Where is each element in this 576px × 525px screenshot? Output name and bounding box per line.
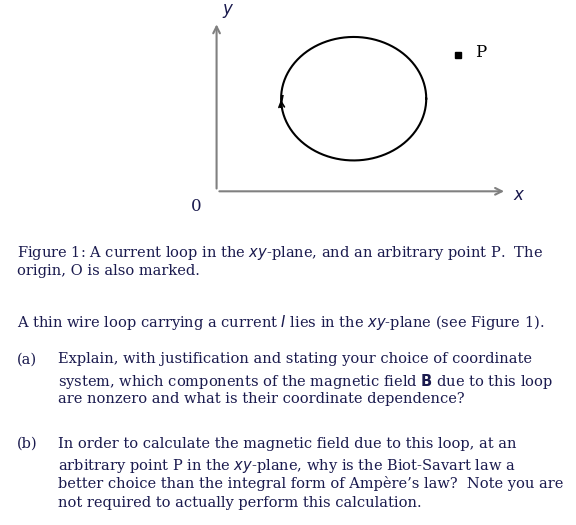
- Text: P: P: [475, 44, 486, 61]
- Text: origin, O is also marked.: origin, O is also marked.: [17, 264, 200, 278]
- Text: are nonzero and what is their coordinate dependence?: are nonzero and what is their coordinate…: [58, 392, 464, 406]
- Text: $y$: $y$: [222, 2, 235, 19]
- Text: system, which components of the magnetic field $\mathbf{B}$ due to this loop: system, which components of the magnetic…: [58, 372, 552, 391]
- Text: (a): (a): [17, 352, 37, 366]
- Text: A thin wire loop carrying a current $I$ lies in the $xy$-plane (see Figure 1).: A thin wire loop carrying a current $I$ …: [17, 313, 545, 332]
- Text: arbitrary point P in the $xy$-plane, why is the Biot-Savart law a: arbitrary point P in the $xy$-plane, why…: [58, 457, 516, 475]
- Text: (b): (b): [17, 437, 38, 451]
- Text: better choice than the integral form of Ampère’s law?  Note you are: better choice than the integral form of …: [58, 477, 563, 491]
- Text: $I$: $I$: [278, 94, 285, 112]
- Text: In order to calculate the magnetic field due to this loop, at an: In order to calculate the magnetic field…: [58, 437, 516, 451]
- Text: $x$: $x$: [513, 187, 525, 204]
- Text: 0: 0: [191, 198, 202, 215]
- Text: not required to actually perform this calculation.: not required to actually perform this ca…: [58, 496, 421, 510]
- Text: Figure 1: A current loop in the $xy$-plane, and an arbitrary point P.  The: Figure 1: A current loop in the $xy$-pla…: [17, 244, 543, 262]
- Text: Explain, with justification and stating your choice of coordinate: Explain, with justification and stating …: [58, 352, 532, 366]
